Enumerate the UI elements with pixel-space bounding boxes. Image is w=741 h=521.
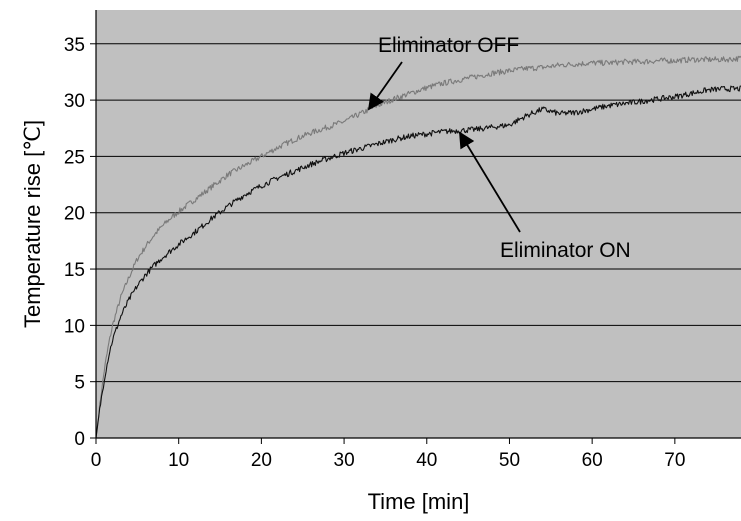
annotation-label: Eliminator OFF [378, 34, 519, 57]
y-tick-label: 25 [64, 147, 85, 168]
x-tick-label: 0 [91, 450, 102, 471]
series-line-eliminator-on [95, 85, 741, 439]
x-tick-label: 10 [168, 450, 189, 471]
y-tick-label: 20 [64, 204, 85, 225]
x-tick-label: 60 [582, 450, 603, 471]
plot-area [96, 10, 741, 438]
y-tick-label: 35 [64, 35, 85, 56]
x-tick-label: 40 [416, 450, 437, 471]
x-tick-label: 30 [334, 450, 355, 471]
x-tick-label: 20 [251, 450, 272, 471]
annotation-label: Eliminator ON [500, 239, 631, 262]
gridlines [96, 43, 741, 383]
x-axis-title: Time [min] [368, 489, 470, 514]
y-tick-label: 5 [74, 373, 85, 394]
annotation-arrow [459, 131, 521, 233]
annotation-arrow [367, 61, 403, 111]
x-tick-label: 70 [664, 450, 685, 471]
tick-labels: 0 5 10 15 20 25 30 35 0 10 20 30 40 50 60 70 [64, 35, 686, 471]
annotations: Eliminator OFF Eliminator ON [367, 34, 631, 262]
y-tick-label: 15 [64, 260, 85, 281]
series-layer [95, 55, 741, 439]
y-axis-title: Temperature rise [℃] [20, 120, 45, 328]
y-tick-label: 0 [74, 429, 85, 450]
series-line-eliminator-off [95, 55, 741, 439]
x-tick-label: 50 [499, 450, 520, 471]
y-tick-label: 10 [64, 316, 85, 337]
axes [95, 10, 741, 439]
y-tick-label: 30 [64, 91, 85, 112]
